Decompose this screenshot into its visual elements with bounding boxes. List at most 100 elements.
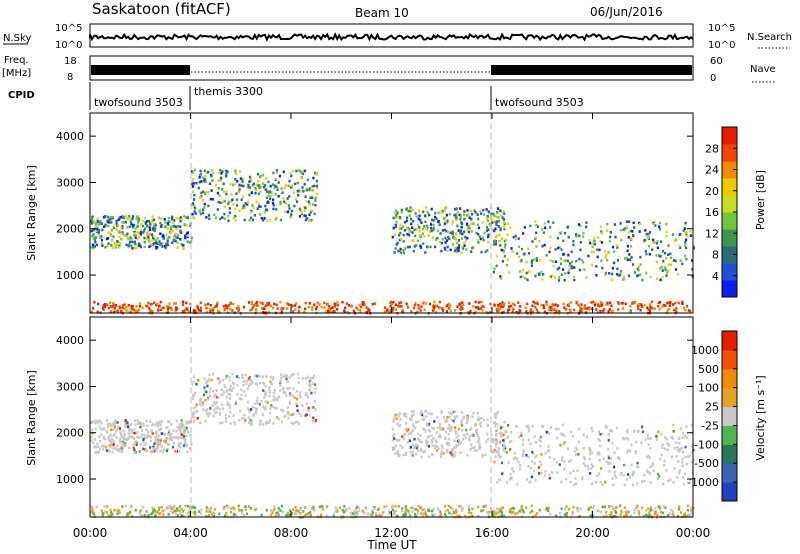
scatter-cell xyxy=(309,513,312,517)
scatter-cell xyxy=(481,304,484,308)
scatter-cell xyxy=(605,460,608,464)
scatter-cell xyxy=(298,190,301,193)
scatter-cell xyxy=(214,184,217,187)
scatter-cell xyxy=(623,437,626,441)
scatter-cell xyxy=(418,226,421,229)
scatter-cell xyxy=(535,257,538,260)
scatter-cell xyxy=(456,250,459,254)
scatter-cell xyxy=(516,252,519,255)
scatter-cell xyxy=(469,448,472,451)
scatter-cell xyxy=(477,301,480,304)
scatter-cell xyxy=(398,238,402,242)
scatter-cell xyxy=(102,427,105,431)
scatter-cell xyxy=(449,304,452,308)
scatter-cell xyxy=(150,220,153,224)
scatter-cell xyxy=(199,306,203,310)
scatter-cell xyxy=(156,246,159,249)
scatter-cell xyxy=(238,186,241,189)
scatter-cell xyxy=(207,514,210,517)
scatter-cell xyxy=(496,481,499,484)
scatter-cell xyxy=(102,444,105,448)
scatter-cell xyxy=(624,302,627,306)
scatter-cell xyxy=(684,241,687,244)
scatter-cell xyxy=(444,509,447,513)
freq-block-early xyxy=(91,65,190,75)
scatter-cell xyxy=(109,305,112,308)
scatter-cell xyxy=(453,237,456,240)
scatter-cell xyxy=(326,505,329,508)
scatter-cell xyxy=(596,451,599,455)
scatter-cell xyxy=(507,461,510,464)
scatter-cell xyxy=(101,444,104,448)
scatter-cell xyxy=(187,504,190,508)
scatter-cell xyxy=(596,255,599,259)
scatter-cell xyxy=(547,445,550,448)
scatter-cell xyxy=(678,442,681,445)
scatter-cell xyxy=(451,447,454,451)
scatter-cell xyxy=(107,215,110,219)
scatter-cell xyxy=(445,239,449,242)
scatter-cell xyxy=(305,413,308,416)
scatter-cell xyxy=(124,419,127,422)
scatter-cell xyxy=(219,179,222,182)
scatter-cell xyxy=(500,277,503,280)
scatter-cell xyxy=(116,421,119,424)
scatter-cell xyxy=(91,217,94,220)
scatter-cell xyxy=(394,225,397,229)
colorbar-swatch xyxy=(722,127,737,145)
scatter-cell xyxy=(425,423,428,427)
scatter-cell xyxy=(164,440,167,443)
scatter-cell xyxy=(145,436,149,439)
scatter-cell xyxy=(290,512,294,515)
scatter-cell xyxy=(404,427,407,431)
scatter-cell xyxy=(640,303,643,307)
scatter-cell xyxy=(450,425,453,429)
scatter-cell xyxy=(97,451,100,454)
scatter-cell xyxy=(466,419,469,422)
scatter-cell xyxy=(310,391,313,395)
scatter-cell xyxy=(227,392,230,396)
scatter-cell xyxy=(527,465,530,468)
scatter-cell xyxy=(110,424,113,428)
scatter-cell xyxy=(358,509,361,513)
scatter-cell xyxy=(153,442,156,445)
scatter-cell xyxy=(476,306,480,309)
scatter-cell xyxy=(563,434,566,438)
scatter-cell xyxy=(600,259,603,263)
scatter-cell xyxy=(371,511,374,514)
scatter-cell xyxy=(397,249,400,253)
scatter-cell xyxy=(588,307,591,311)
scatter-cell xyxy=(129,423,132,427)
scatter-cell xyxy=(279,218,282,222)
scatter-cell xyxy=(294,421,297,424)
scatter-cell xyxy=(460,509,464,512)
scatter-cell xyxy=(495,438,498,442)
scatter-cell xyxy=(508,448,512,451)
scatter-cell xyxy=(464,436,467,440)
scatter-cell xyxy=(281,306,284,310)
scatter-cell xyxy=(691,507,694,511)
scatter-cell xyxy=(424,206,428,209)
scatter-cell xyxy=(144,448,147,451)
scatter-cell xyxy=(176,236,179,240)
scatter-cell xyxy=(141,433,144,436)
scatter-cell xyxy=(264,405,267,409)
scatter-cell xyxy=(304,307,307,311)
scatter-cell xyxy=(122,429,125,433)
scatter-cell xyxy=(438,300,441,304)
scatter-cell xyxy=(198,180,201,184)
scatter-cell xyxy=(140,223,143,226)
scatter-cell xyxy=(477,436,480,439)
scatter-cell xyxy=(676,273,679,276)
scatter-cell xyxy=(691,259,694,262)
scatter-cell xyxy=(647,232,650,236)
scatter-cell xyxy=(526,424,529,428)
scatter-cell xyxy=(178,217,181,220)
scatter-cell xyxy=(527,271,530,274)
scatter-cell xyxy=(279,202,282,205)
scatter-cell xyxy=(671,512,674,516)
scatter-cell xyxy=(225,169,228,173)
scatter-cell xyxy=(135,246,138,249)
scatter-cell xyxy=(564,259,567,262)
scatter-cell xyxy=(246,203,249,206)
